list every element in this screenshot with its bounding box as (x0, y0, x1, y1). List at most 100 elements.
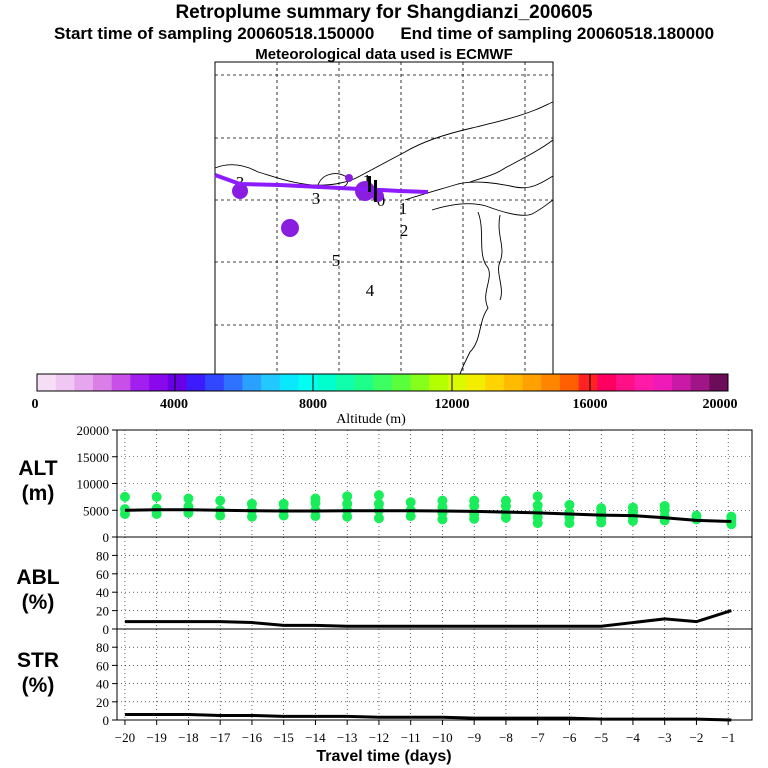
altitude-point (627, 502, 638, 513)
altitude-point (119, 491, 130, 502)
altitude-point (373, 498, 384, 509)
map-marker-bars (368, 176, 377, 202)
colorbar-label: Altitude (m) (336, 412, 406, 427)
y-tick-label: 60 (96, 567, 109, 582)
cluster-circle (232, 183, 248, 199)
y-tick-label: 40 (96, 677, 109, 692)
y-tick-label: 0 (103, 530, 110, 545)
colorbar-cell (503, 374, 524, 391)
colorbar-cell (205, 374, 225, 391)
altitude-point (500, 495, 511, 506)
y-tick-label: 10000 (77, 477, 110, 492)
map-label-5: 5 (332, 251, 341, 270)
x-tick-label: −13 (337, 730, 357, 745)
colorbar-tick-0: 0 (32, 397, 39, 412)
x-tick-label: −17 (210, 730, 231, 745)
y-tick-label: 40 (96, 585, 109, 600)
altitude-point (532, 500, 543, 511)
alt-panel: 0 5000 10000 15000 20000 (77, 423, 753, 545)
x-tick-label: −19 (147, 730, 167, 745)
colorbar-cell (261, 374, 281, 391)
x-tick-label: −15 (274, 730, 294, 745)
altitude-colorbar: 0 4000 8000 12000 16000 20000 Altitude (… (32, 373, 738, 427)
alt-panel-label-line1: ALT (18, 457, 58, 480)
str-panel: 0 20 40 60 80 (96, 628, 753, 728)
retroplume-track (214, 173, 429, 194)
colorbar-cell (149, 374, 169, 391)
panel-frame (116, 429, 753, 538)
cluster-circle (281, 219, 299, 237)
x-tick-label: −14 (305, 730, 326, 745)
colorbar-tick-12000: 12000 (435, 397, 470, 412)
altitude-point (564, 499, 575, 510)
x-tick-label: −12 (369, 730, 389, 745)
colorbar-cell (466, 374, 486, 391)
map-label-2: 2 (400, 221, 409, 240)
abl-panel-label: ABL (%) (10, 565, 66, 615)
colorbar-cell (111, 374, 131, 391)
altitude-median-line (124, 508, 732, 523)
altitude-point (215, 495, 226, 506)
colorbar-cell (615, 374, 636, 391)
colorbar-tick-8000: 8000 (299, 397, 327, 412)
page-title: Retroplume summary for Shangdianzi_20060… (175, 2, 593, 23)
x-tick-label: −2 (690, 730, 704, 745)
x-tick-label: −9 (467, 730, 481, 745)
x-axis-title: Travel time (days) (316, 748, 452, 765)
abl-panel-label-line2: (%) (21, 591, 55, 614)
altitude-point (373, 490, 384, 501)
colorbar-cell (485, 374, 505, 391)
y-tick-label: 5000 (83, 503, 109, 518)
colorbar-cell (690, 374, 710, 391)
x-tick-label: −8 (499, 730, 513, 745)
str-panel-label-line1: STR (17, 649, 59, 672)
y-tick-label: 20000 (77, 423, 110, 438)
colorbar-cell (279, 374, 299, 391)
str-panel-label-line2: (%) (21, 674, 55, 697)
colorbar-cell (634, 374, 654, 391)
altitude-point (310, 493, 321, 504)
altitude-point (342, 498, 353, 509)
altitude-point (437, 495, 448, 506)
x-tick-label: −11 (401, 730, 421, 745)
colorbar-tick-4000: 4000 (160, 397, 188, 412)
x-tick-label: −7 (531, 730, 545, 745)
altitude-point (596, 503, 607, 514)
x-tick-label: −1 (721, 730, 735, 745)
map-frame (214, 61, 554, 375)
colorbar-cell (242, 374, 262, 391)
altitude-point (183, 493, 194, 504)
colorbar-cell (653, 374, 673, 391)
panel-frame (116, 628, 753, 721)
colorbar-dividers (174, 374, 591, 391)
colorbar-cell (317, 374, 337, 391)
colorbar-cell (37, 374, 57, 391)
altitude-point (726, 511, 737, 522)
abl-line (124, 609, 732, 628)
x-tick-label: −4 (626, 730, 640, 745)
str-panel-label: STR (%) (10, 648, 66, 698)
colorbar-cell (373, 374, 393, 391)
y-tick-label: 20 (96, 695, 109, 710)
colorbar-cell (447, 374, 468, 391)
colorbar-cells (37, 374, 729, 391)
y-tick-label: 15000 (77, 450, 110, 465)
colorbar-cell (671, 374, 692, 391)
str-line (124, 713, 732, 722)
map-label-1: 1 (399, 199, 408, 218)
abl-panel-label-line1: ABL (16, 566, 60, 589)
altitude-point (278, 498, 289, 509)
alt-panel-label-line2: (m) (21, 482, 55, 505)
x-tick-label: −3 (658, 730, 672, 745)
sampling-times: Start time of sampling 20060518.150000 En… (0, 24, 768, 44)
colorbar-cell (522, 374, 542, 391)
alt-panel-label: ALT (m) (10, 456, 66, 506)
altitude-point (246, 498, 257, 509)
altitude-point (405, 497, 416, 508)
colorbar-cell (130, 374, 150, 391)
colorbar-tick-16000: 16000 (573, 397, 608, 412)
panel-frame (116, 536, 753, 630)
y-tick-label: 60 (96, 658, 109, 673)
colorbar-cell (354, 374, 374, 391)
